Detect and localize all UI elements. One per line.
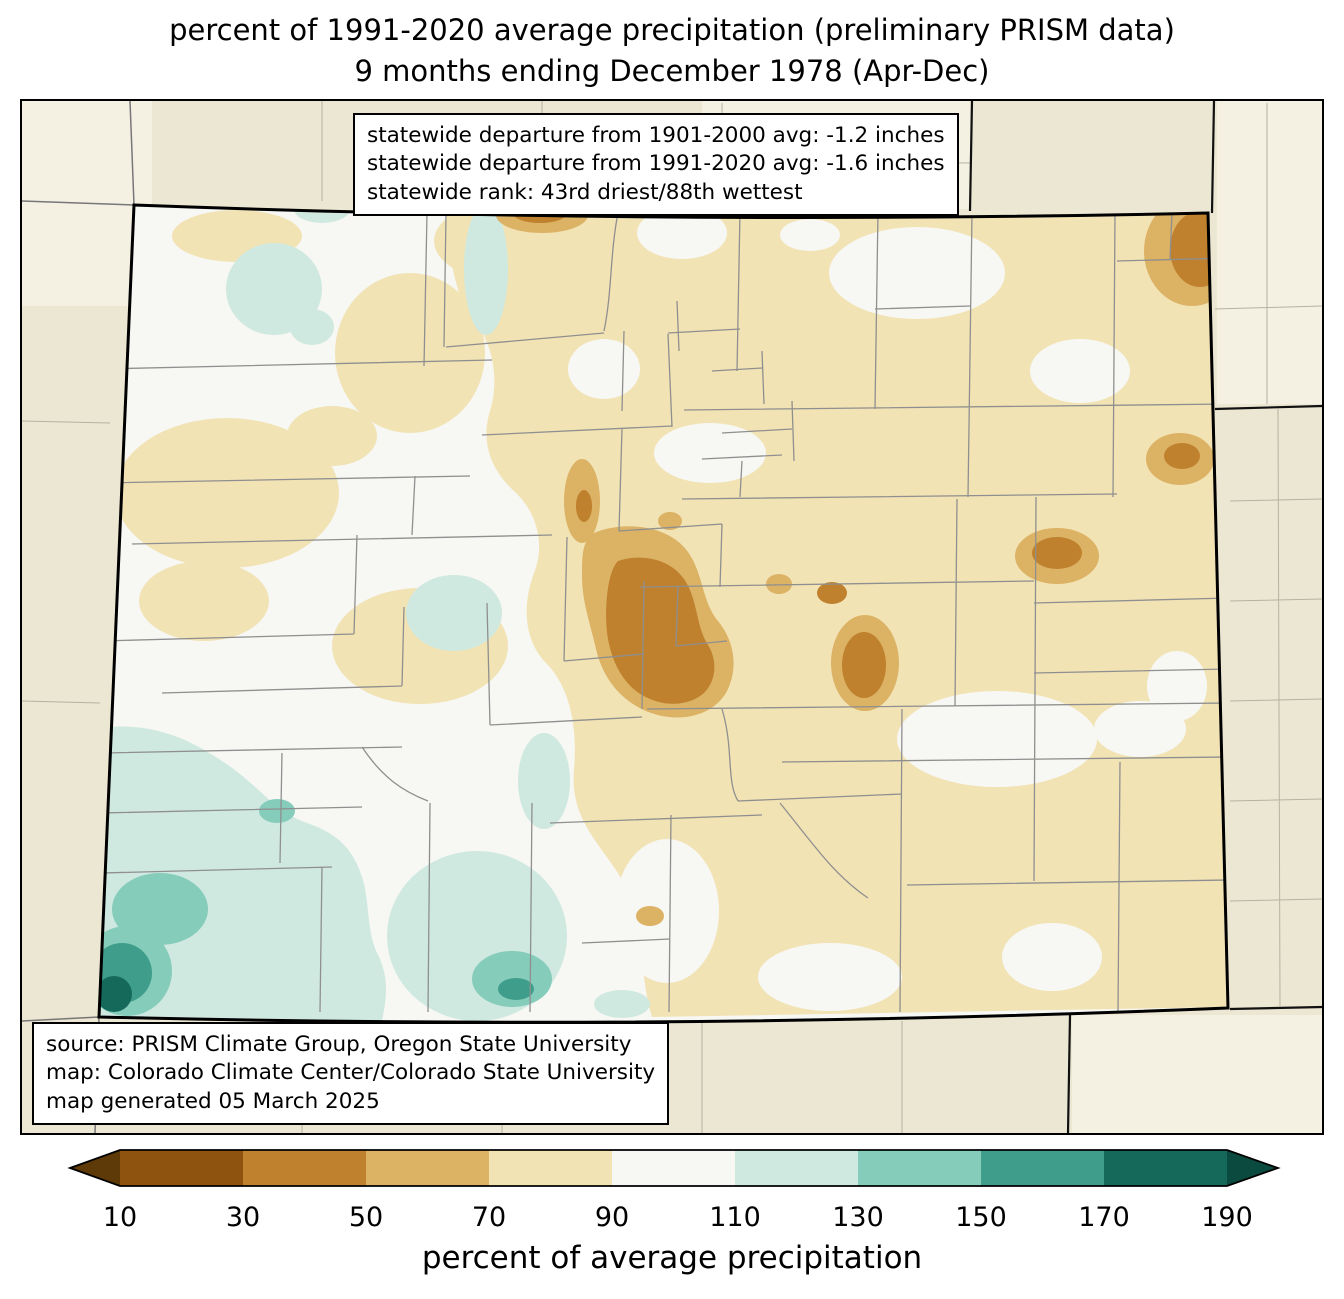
colorbar-outline (67, 1149, 1281, 1187)
colorbar-segment-90-110 (612, 1150, 735, 1186)
source-line: source: PRISM Climate Group, Oregon Stat… (46, 1031, 632, 1057)
source-box: source: PRISM Climate Group, Oregon Stat… (32, 1021, 670, 1125)
tick-30: 30 (226, 1202, 260, 1233)
colorbar-segment-70-90 (489, 1150, 612, 1186)
colorbar-left-arrow (70, 1150, 120, 1186)
map-credit-line: map: Colorado Climate Center/Colorado St… (46, 1060, 656, 1086)
tick-10: 10 (103, 1202, 137, 1233)
neighbor-state-boundaries-dark (968, 101, 1322, 1133)
generated-date-line: map generated 05 March 2025 (46, 1088, 380, 1114)
stats-line-1901-2000: statewide departure from 1901-2000 avg: … (367, 123, 945, 148)
colorbar-svg: 10 30 50 70 90 110 130 150 170 190 (67, 1149, 1281, 1233)
colorbar: 10 30 50 70 90 110 130 150 170 190 (62, 1142, 1282, 1242)
colorbar-right-arrow (1227, 1150, 1278, 1186)
colorbar-segment-110-130 (735, 1150, 858, 1186)
colorbar-segment-170-190 (1104, 1150, 1227, 1186)
colorado-precipitation-map (22, 101, 1322, 1133)
colorbar-tick-labels: 10 30 50 70 90 110 130 150 170 190 (103, 1202, 1253, 1233)
colorbar-caption: percent of average precipitation (421, 1240, 923, 1276)
tick-110: 110 (709, 1202, 761, 1233)
tick-190: 190 (1201, 1202, 1253, 1233)
tick-50: 50 (349, 1202, 383, 1233)
precip-170-190-group (99, 976, 132, 1012)
precip-90-110-patches (568, 207, 1207, 1011)
colorbar-segment-10-30 (120, 1150, 243, 1186)
stats-line-rank: statewide rank: 43rd driest/88th wettest (367, 179, 803, 205)
county-boundaries (101, 210, 1228, 1013)
neighbor-state-boundaries (22, 101, 135, 1133)
tick-70: 70 (472, 1202, 506, 1233)
colorbar-segment-150-170 (981, 1150, 1104, 1186)
stats-line-1991-2020: statewide departure from 1991-2020 avg: … (367, 151, 945, 177)
colorbar-segment-130-150 (858, 1150, 981, 1186)
colorbar-segment-50-70 (366, 1150, 489, 1186)
tick-150: 150 (955, 1202, 1007, 1233)
tick-130: 130 (832, 1202, 884, 1233)
map-area: statewide departure from 1901-2000 avg: … (20, 99, 1324, 1135)
map-title: percent of 1991-2020 average precipitati… (0, 10, 1344, 91)
colorbar-segment-30-50 (243, 1150, 366, 1186)
map-title-line2: 9 months ending December 1978 (Apr-Dec) (354, 53, 990, 88)
colorado-interior (99, 205, 1228, 1023)
tick-170: 170 (1078, 1202, 1130, 1233)
map-title-line1: percent of 1991-2020 average precipitati… (169, 13, 1175, 47)
stats-box: statewide departure from 1901-2000 avg: … (353, 113, 959, 217)
tick-90: 90 (595, 1202, 629, 1233)
